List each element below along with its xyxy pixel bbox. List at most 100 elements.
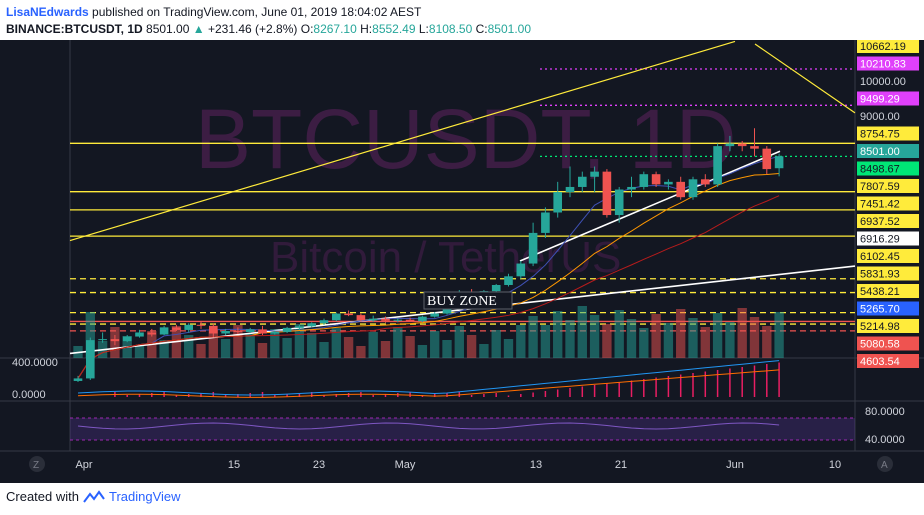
candle[interactable] [590, 166, 599, 193]
volume-bar [565, 320, 575, 358]
candle[interactable] [184, 323, 194, 333]
candle[interactable] [98, 332, 107, 343]
tradingview-link[interactable]: TradingView [108, 489, 181, 504]
candle[interactable] [172, 324, 181, 331]
candle[interactable] [122, 335, 132, 343]
volume-bar [257, 343, 268, 358]
price-scale-label: 6937.52 [857, 214, 919, 228]
candle[interactable] [344, 310, 353, 317]
upper-trend-line[interactable] [69, 40, 736, 242]
candle[interactable] [405, 317, 415, 322]
time-axis-label: 21 [615, 459, 627, 471]
channel-trend-line[interactable] [519, 150, 781, 262]
candle[interactable] [725, 135, 735, 152]
open-value: 8267.10 [313, 22, 357, 36]
volume-bar [368, 332, 378, 358]
candle[interactable] [196, 321, 206, 329]
candle[interactable] [651, 171, 661, 187]
candle[interactable] [713, 143, 722, 187]
candle[interactable] [565, 166, 575, 198]
zoom-icon[interactable]: Z [29, 456, 45, 472]
candle[interactable] [762, 146, 772, 175]
candle-body [184, 324, 194, 330]
candle[interactable] [528, 222, 538, 267]
candle[interactable] [553, 181, 563, 218]
price-label-text: 9000.00 [860, 111, 900, 123]
candle[interactable] [368, 315, 378, 322]
rsi-scale-label: 40.0000 [865, 434, 905, 446]
candle[interactable] [627, 176, 636, 198]
candle[interactable] [159, 325, 169, 336]
candle[interactable] [700, 174, 710, 187]
macd-line [77, 360, 780, 396]
candle[interactable] [331, 312, 341, 322]
candle-body [725, 143, 735, 147]
candle-body [381, 318, 390, 321]
volume-bar [540, 325, 551, 358]
candle[interactable] [282, 326, 292, 333]
candle[interactable] [774, 153, 784, 177]
rsi-scale-label: 80.0000 [865, 406, 905, 418]
candle[interactable] [750, 128, 759, 157]
candle[interactable] [393, 318, 403, 323]
candle[interactable] [319, 318, 329, 325]
candle-body [258, 329, 267, 334]
candle[interactable] [614, 186, 624, 223]
resistance-trend-line[interactable] [754, 43, 856, 114]
price-chart[interactable]: BTCUSDT, 1D Bitcoin / TetherUS 10662.19 1… [0, 40, 924, 483]
candle[interactable] [356, 313, 366, 322]
candle[interactable] [110, 335, 120, 346]
candle[interactable] [73, 375, 83, 382]
candle[interactable] [85, 337, 95, 380]
candle[interactable] [602, 169, 612, 218]
candle-body [627, 186, 636, 190]
candle[interactable] [418, 315, 427, 323]
candle[interactable] [147, 328, 157, 337]
candle[interactable] [577, 171, 587, 193]
price-scale-label: 10210.83 [857, 56, 919, 71]
price-label-box [857, 196, 919, 211]
candle-body [233, 330, 243, 332]
candle[interactable] [639, 171, 649, 190]
support-trend-line[interactable] [69, 265, 856, 355]
candle[interactable] [208, 323, 218, 338]
auto-scale-icon[interactable]: A [877, 456, 893, 472]
volume-bar [516, 325, 526, 358]
candle-body [614, 189, 624, 216]
candle[interactable] [737, 141, 747, 152]
candle[interactable] [245, 327, 255, 333]
candle[interactable] [664, 179, 673, 190]
candle-body [688, 179, 698, 198]
candle[interactable] [295, 324, 304, 330]
candle[interactable] [541, 207, 550, 239]
candle[interactable] [307, 322, 317, 328]
candle[interactable] [516, 260, 526, 279]
volume-bar [577, 306, 587, 358]
volume-bar [405, 336, 415, 358]
ohlc-line: BINANCE:BTCUSDT, 1D 8501.00 ▲ +231.46 (+… [6, 21, 531, 37]
volume-bar [159, 340, 169, 358]
volume-bar [466, 335, 477, 358]
candle[interactable] [135, 329, 144, 338]
volume-bar [503, 339, 514, 358]
price-label-box [857, 91, 919, 106]
candle[interactable] [270, 330, 280, 335]
author-name[interactable]: LisaNEdwards [6, 5, 89, 19]
price-scale-label: 8498.67 [857, 161, 919, 176]
candle[interactable] [258, 325, 267, 336]
volume-bar [626, 319, 637, 358]
candle[interactable] [233, 327, 243, 335]
candle[interactable] [688, 176, 698, 200]
price-label-text: 6102.45 [860, 251, 900, 263]
candle-body [270, 331, 280, 334]
candle[interactable] [430, 312, 440, 318]
volume-bar [356, 346, 366, 358]
symbol-label: BINANCE:BTCUSDT, 1D [6, 22, 143, 36]
candle[interactable] [491, 283, 501, 293]
candle[interactable] [381, 316, 390, 323]
candle[interactable] [221, 328, 230, 336]
buy-zone-annotation[interactable]: BUY ZONE [423, 291, 513, 310]
volume-bar [343, 337, 354, 358]
candle[interactable] [676, 176, 686, 200]
candle[interactable] [504, 273, 513, 287]
